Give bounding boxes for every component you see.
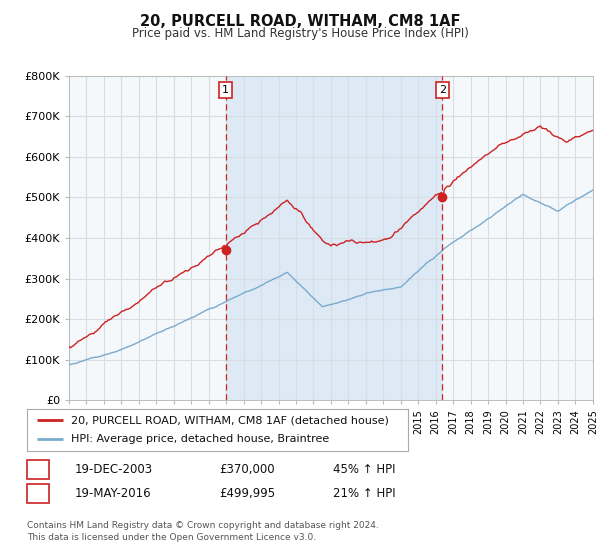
Text: £499,995: £499,995: [219, 487, 275, 501]
Text: Contains HM Land Registry data © Crown copyright and database right 2024.
This d: Contains HM Land Registry data © Crown c…: [27, 521, 379, 542]
Bar: [226, 76, 442, 400]
Text: 20, PURCELL ROAD, WITHAM, CM8 1AF: 20, PURCELL ROAD, WITHAM, CM8 1AF: [140, 14, 460, 29]
Text: 19-MAY-2016: 19-MAY-2016: [75, 487, 152, 501]
Text: 1: 1: [222, 85, 229, 95]
Text: 20, PURCELL ROAD, WITHAM, CM8 1AF (detached house): 20, PURCELL ROAD, WITHAM, CM8 1AF (detac…: [71, 415, 389, 425]
Text: 2: 2: [34, 489, 41, 499]
Text: 21% ↑ HPI: 21% ↑ HPI: [333, 487, 395, 501]
Text: 1: 1: [34, 464, 41, 474]
Text: £370,000: £370,000: [219, 463, 275, 476]
Text: HPI: Average price, detached house, Braintree: HPI: Average price, detached house, Brai…: [71, 435, 329, 445]
Text: 2: 2: [439, 85, 446, 95]
Text: 45% ↑ HPI: 45% ↑ HPI: [333, 463, 395, 476]
Text: 19-DEC-2003: 19-DEC-2003: [75, 463, 153, 476]
Text: Price paid vs. HM Land Registry's House Price Index (HPI): Price paid vs. HM Land Registry's House …: [131, 27, 469, 40]
